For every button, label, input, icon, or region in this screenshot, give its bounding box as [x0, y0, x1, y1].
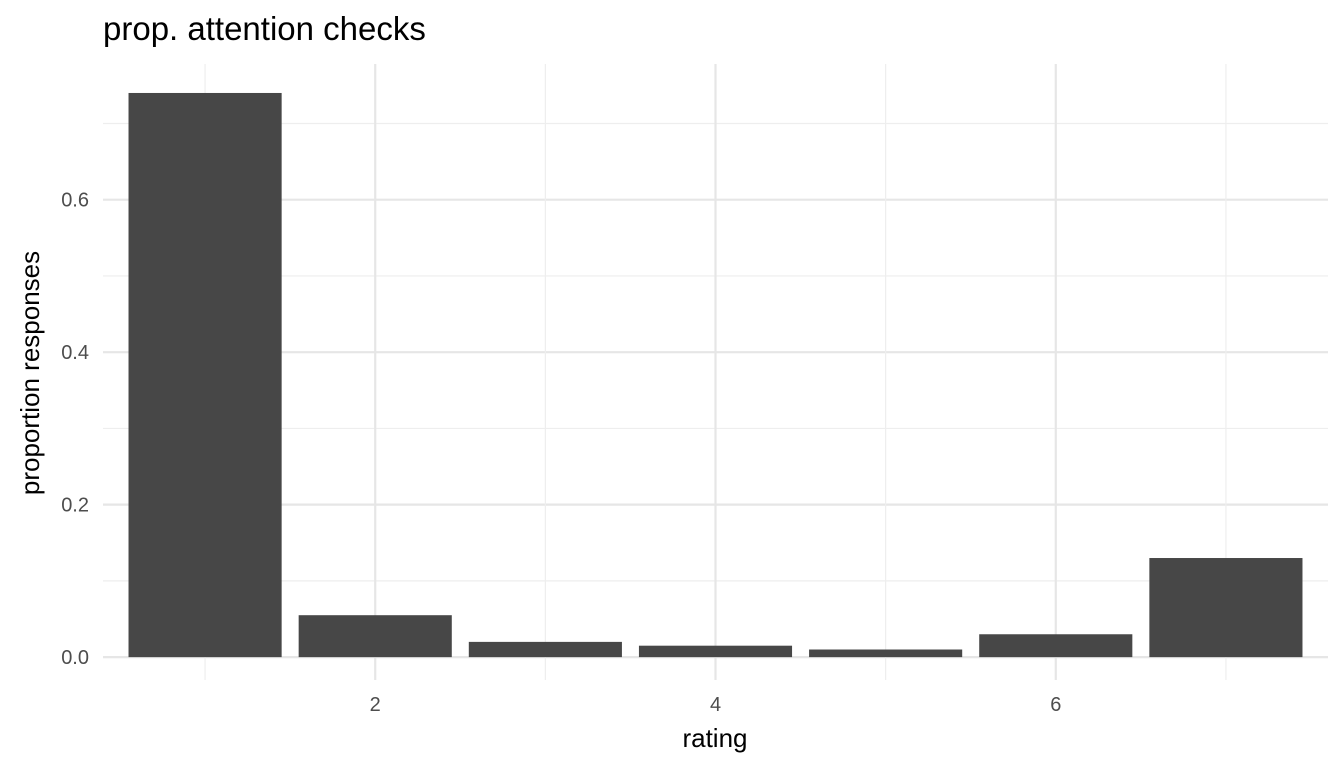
bar-rating-1: [128, 92, 282, 658]
bar-rating-5: [809, 649, 963, 658]
x-tick-label: 4: [710, 694, 721, 716]
bar-rating-3: [468, 641, 622, 658]
y-axis-title: proportion responses: [15, 251, 45, 495]
bar-rating-7: [1149, 558, 1303, 658]
chart-title: prop. attention checks: [103, 10, 426, 47]
x-axis-title: rating: [682, 723, 747, 753]
bar-rating-4: [638, 645, 793, 658]
bar-rating-2: [298, 615, 452, 658]
y-tick-label: 0.4: [61, 342, 89, 364]
y-tick-label: 0.2: [61, 495, 89, 517]
x-tick-label: 2: [370, 694, 381, 716]
x-tick-label: 6: [1050, 694, 1061, 716]
bars: [128, 92, 1303, 658]
x-axis-ticks: 2 4 6: [370, 694, 1062, 716]
y-tick-label: 0.6: [61, 190, 89, 212]
gridlines: [103, 64, 1328, 680]
y-axis-ticks: 0.0 0.2 0.4 0.6: [61, 190, 89, 669]
y-tick-label: 0.0: [61, 647, 89, 669]
bar-rating-6: [979, 634, 1133, 658]
